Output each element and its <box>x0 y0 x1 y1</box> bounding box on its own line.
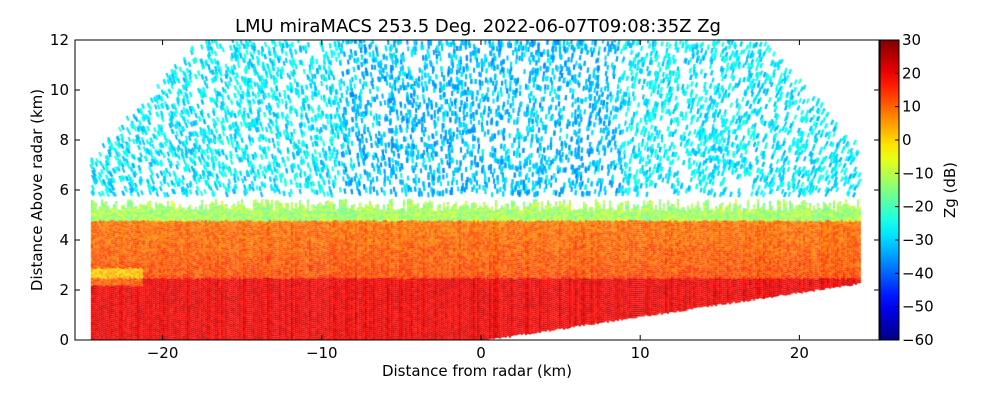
y-tick-label: 12 <box>50 31 69 49</box>
x-axis-label: Distance from radar (km) <box>382 362 572 380</box>
colorbar: −60 −50 −40 −30 −20 −10 0 10 20 30 <box>879 31 934 349</box>
colorbar-tick-label: −60 <box>902 331 934 349</box>
radar-reflectivity-image <box>75 40 879 340</box>
y-tick-label: 4 <box>59 231 69 249</box>
colorbar-label: Zg (dB) <box>941 162 959 218</box>
chart-title: LMU miraMACS 253.5 Deg. 2022-06-07T09:08… <box>235 16 721 37</box>
colorbar-tick-label: −50 <box>902 298 934 316</box>
colorbar-tick-label: 0 <box>902 131 912 149</box>
y-tick-label: 8 <box>59 131 69 149</box>
colorbar-tick-label: −10 <box>902 164 934 182</box>
y-tick-label: 2 <box>59 281 69 299</box>
x-tick-label: −20 <box>147 344 179 362</box>
y-tick-label: 10 <box>50 81 69 99</box>
colorbar-tick-label: 20 <box>902 64 921 82</box>
colorbar-tick-label: 10 <box>902 98 921 116</box>
colorbar-tick-label: −20 <box>902 198 934 216</box>
y-axis: 0 2 4 6 8 10 12 <box>50 31 879 349</box>
x-tick-label: 20 <box>790 344 809 362</box>
y-axis-label: Distance Above radar (km) <box>28 89 46 291</box>
colorbar-tick-label: 30 <box>902 31 921 49</box>
y-tick-label: 0 <box>59 331 69 349</box>
x-axis: −20 −10 0 10 20 <box>147 40 809 362</box>
plot-area <box>75 40 879 340</box>
x-tick-label: 0 <box>476 344 486 362</box>
x-tick-label: −10 <box>306 344 338 362</box>
colorbar-tick-label: −30 <box>902 231 934 249</box>
y-tick-label: 6 <box>59 181 69 199</box>
colorbar-gradient <box>879 39 900 341</box>
x-tick-label: 10 <box>631 344 650 362</box>
colorbar-tick-label: −40 <box>902 264 934 282</box>
